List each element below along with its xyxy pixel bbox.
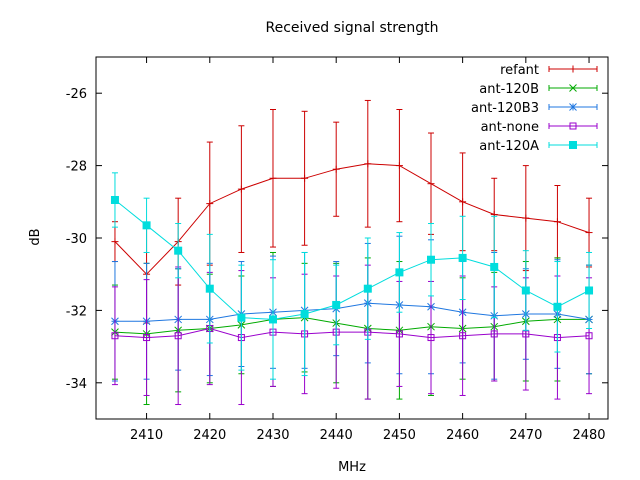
legend-item: ant-120B <box>479 82 598 97</box>
legend-label: ant-none <box>481 120 539 135</box>
data-point <box>269 174 277 182</box>
data-point <box>490 262 499 271</box>
data-point <box>395 330 403 338</box>
data-point <box>521 286 530 295</box>
y-tick-label: -32 <box>66 304 87 319</box>
chart-title: Received signal strength <box>266 20 439 36</box>
data-point <box>110 195 119 204</box>
legend-item: ant-120B3 <box>471 101 598 116</box>
data-point <box>206 200 214 208</box>
data-point <box>395 268 404 277</box>
legend-label: ant-120B <box>479 82 539 97</box>
y-tick-label: -28 <box>66 160 87 175</box>
data-point <box>395 162 403 170</box>
data-point <box>111 332 119 340</box>
error-bar <box>111 286 118 386</box>
series-ant-120B <box>111 251 593 406</box>
series-refant <box>111 99 593 324</box>
legend-label: ant-120B3 <box>471 101 539 116</box>
legend-item: refant <box>500 63 598 78</box>
data-point <box>111 238 119 246</box>
data-point <box>490 330 498 338</box>
x-tick-label: 2470 <box>509 428 542 443</box>
data-point <box>174 332 182 340</box>
data-point <box>143 334 151 342</box>
legend-marker <box>569 84 577 92</box>
x-axis-label: MHz <box>338 460 366 475</box>
data-point <box>585 229 593 237</box>
error-bar <box>143 279 150 396</box>
legend-item: ant-120A <box>479 139 598 154</box>
data-point <box>364 160 372 168</box>
data-point <box>427 334 435 342</box>
data-point <box>522 214 530 222</box>
y-tick-label: -26 <box>66 87 87 102</box>
series-ant-120A <box>110 172 594 380</box>
x-tick-label: 2480 <box>572 428 605 443</box>
data-point <box>142 221 151 230</box>
y-tick-label: -30 <box>66 232 87 247</box>
legend-label: refant <box>500 63 539 78</box>
y-axis-label: dB <box>28 228 43 245</box>
legend-label: ant-120A <box>479 139 539 154</box>
data-point <box>459 198 467 206</box>
x-tick-label: 2420 <box>193 428 226 443</box>
legend-marker <box>569 122 577 130</box>
x-axis: 2410 2420 2430 2440 2450 2460 2470 2480 <box>130 57 606 443</box>
data-point <box>585 286 594 295</box>
data-point <box>332 165 340 173</box>
y-tick-label: -34 <box>66 377 87 392</box>
x-tick-label: 2410 <box>130 428 163 443</box>
data-point <box>427 180 435 188</box>
data-point <box>205 284 214 293</box>
data-point <box>522 330 530 338</box>
data-point <box>237 185 245 193</box>
legend-marker <box>569 103 577 111</box>
data-point <box>237 313 246 322</box>
y-axis: -34 -32 -30 -28 -26 <box>66 87 608 392</box>
data-point <box>458 253 467 262</box>
legend: refant ant-120B ant-120B3 ant-none ant-120A <box>471 63 598 154</box>
data-point <box>459 332 467 340</box>
data-point <box>553 302 562 311</box>
series-layer <box>110 99 594 406</box>
data-point <box>300 310 309 319</box>
data-point <box>427 255 436 264</box>
data-point <box>553 218 561 226</box>
x-tick-label: 2430 <box>256 428 289 443</box>
x-tick-label: 2440 <box>320 428 353 443</box>
data-point <box>301 174 309 182</box>
data-point <box>268 315 277 324</box>
series-line <box>114 163 590 275</box>
x-tick-label: 2460 <box>446 428 479 443</box>
legend-marker <box>569 65 577 73</box>
series-line <box>114 199 590 320</box>
legend-item: ant-none <box>481 120 598 135</box>
data-point <box>585 332 593 340</box>
series-line <box>114 327 590 339</box>
series-line <box>114 317 589 335</box>
data-point <box>363 284 372 293</box>
data-point <box>332 300 341 309</box>
x-tick-label: 2450 <box>383 428 416 443</box>
data-point <box>174 246 183 255</box>
series-line <box>115 302 590 322</box>
legend-marker <box>569 141 577 149</box>
